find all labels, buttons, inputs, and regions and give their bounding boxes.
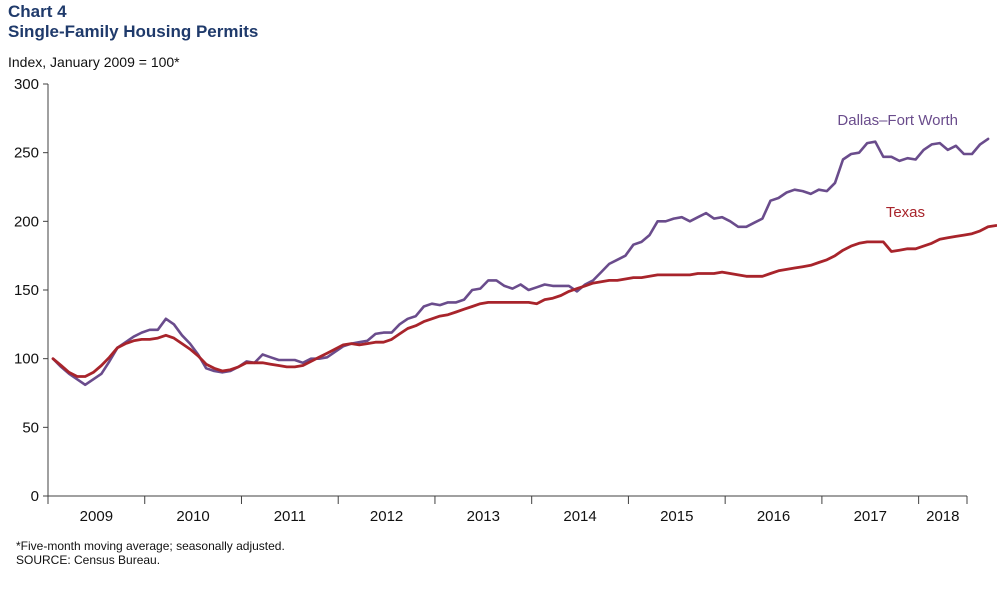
chart-title: Single-Family Housing Permits — [8, 22, 259, 41]
x-tick-label: 2018 — [926, 508, 959, 525]
y-tick-label: 250 — [14, 145, 39, 162]
series-line-dallas-fort-worth — [51, 137, 990, 387]
x-tick-label: 2010 — [176, 508, 209, 525]
series-lines — [51, 137, 997, 387]
y-tick-label: 150 — [14, 282, 39, 299]
y-axis-unit-label: Index, January 2009 = 100* — [8, 54, 180, 70]
x-tick-label: 2017 — [854, 508, 887, 525]
y-tick-label: 200 — [14, 213, 39, 230]
series-line-texas — [51, 224, 997, 378]
series-label-texas: Texas — [886, 204, 925, 221]
x-tick-label: 2013 — [467, 508, 500, 525]
y-tick-label: 300 — [14, 76, 39, 93]
series-labels: Dallas–Fort Worth Texas — [837, 112, 958, 221]
x-tick-label: 2015 — [660, 508, 693, 525]
x-tick-label: 2012 — [370, 508, 403, 525]
x-tick-label: 2011 — [274, 508, 306, 525]
y-tick-label: 0 — [31, 488, 39, 505]
y-tick-label: 100 — [14, 351, 39, 368]
chart-number: Chart 4 — [8, 2, 67, 21]
x-tick-label: 2014 — [563, 508, 596, 525]
axes: 0 50 100 150 200 250 300 2009 2010 2011 2012 2013 20… — [14, 76, 968, 525]
x-tick-label: 2009 — [80, 508, 113, 525]
source-note: SOURCE: Census Bureau. — [16, 553, 161, 567]
x-tick-label: 2016 — [757, 508, 790, 525]
y-tick-label: 50 — [22, 419, 39, 436]
series-label-dallas-fort-worth: Dallas–Fort Worth — [837, 112, 958, 129]
footnote: *Five-month moving average; seasonally a… — [16, 539, 285, 553]
